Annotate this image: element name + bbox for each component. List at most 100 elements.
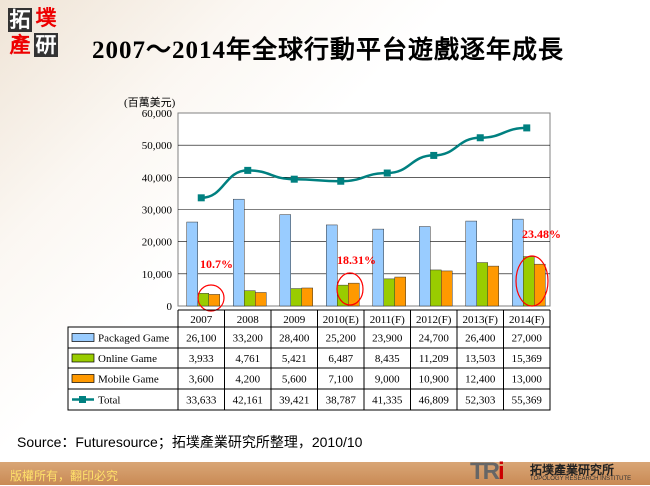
x-category-label: 2014(F) [509,314,545,326]
legend-swatch [71,374,95,383]
total-point [337,177,345,185]
legend-swatch [71,353,95,363]
total-point [290,175,298,183]
bar-online-game [476,262,488,307]
bar-mobile-game [394,276,406,307]
x-category-label: 2008 [237,314,260,326]
x-category-label: 2011(F) [370,314,405,326]
bar-packaged-game [233,198,245,307]
table-cell: 4,761 [235,353,260,365]
x-category-label: 2010(E) [323,314,359,326]
bar-online-game [430,269,442,307]
bar-mobile-game [534,263,546,307]
annotation-circle [336,272,364,306]
bar-online-game [244,290,256,307]
logo-char: 墣 [35,6,57,30]
logo-char: 研 [34,33,58,57]
logo-char: 產 [9,33,31,57]
table-cell: 42,161 [233,395,263,407]
table-cell: 11,209 [419,353,449,365]
y-tick-label: 60,000 [142,108,173,120]
table-cell: 52,303 [465,395,496,407]
copyright-text: 版權所有，翻印必究 [10,469,119,483]
table-cell: 3,933 [189,353,214,365]
legend-label: Mobile Game [98,374,159,386]
table-cell: 13,000 [512,374,543,386]
y-tick-label: 20,000 [142,237,173,249]
bar-packaged-game [186,221,198,307]
x-category-label: 2007 [190,314,213,326]
table-cell: 26,100 [186,333,217,345]
table-cell: 6,487 [328,353,353,365]
total-point [476,134,484,142]
table-cell: 5,421 [282,353,307,365]
table-cell: 7,100 [328,374,353,386]
bar-packaged-game [419,226,431,307]
y-tick-label: 0 [167,301,173,313]
bar-online-game [523,256,535,307]
growth-annotation: 18.31% [337,253,376,267]
total-point [383,169,391,177]
y-tick-label: 10,000 [142,269,173,281]
y-tick-label: 50,000 [142,140,173,152]
bar-packaged-game [279,214,291,307]
source-note: Source：Futuresource；拓墣產業研究所整理，2010/10 [17,434,363,450]
table-cell: 46,809 [419,395,450,407]
table-cell: 25,200 [326,333,357,345]
org-name: 拓墣產業研究所 [530,463,615,477]
table-cell: 28,400 [279,333,310,345]
annotation-circle [515,255,549,307]
bar-online-game [290,288,302,307]
org-logo: TRi [470,458,505,485]
bar-mobile-game [348,282,360,307]
bar-packaged-game [326,224,338,307]
y-tick-label: 40,000 [142,172,173,184]
legend-swatch [71,333,95,342]
legend-label: Packaged Game [98,333,169,345]
table-cell: 24,700 [419,333,450,345]
bar-mobile-game [208,294,220,307]
x-category-label: 2012(F) [416,314,452,326]
table-cell: 15,369 [512,353,543,365]
legend-label: Online Game [98,353,157,365]
bar-mobile-game [255,292,267,307]
bar-packaged-game [372,228,384,307]
table-cell: 10,900 [419,374,450,386]
table-cell: 41,335 [372,395,403,407]
total-point [430,151,438,159]
table-cell: 38,787 [326,395,357,407]
table-cell: 26,400 [465,333,496,345]
x-category-label: 2009 [283,314,306,326]
table-cell: 33,633 [186,395,217,407]
growth-annotation: 10.7% [200,257,233,271]
table-cell: 4,200 [235,374,260,386]
table-cell: 3,600 [189,374,214,386]
table-cell: 12,400 [465,374,496,386]
tri-logo: 拓 墣 產 研 [8,6,60,58]
total-point [244,166,252,174]
footer-bar [0,462,650,485]
x-category-label: 2013(F) [463,314,499,326]
bar-mobile-game [301,287,313,307]
table-cell: 55,369 [512,395,543,407]
bar-packaged-game [465,220,477,307]
bar-mobile-game [487,265,499,307]
table-cell: 8,435 [375,353,400,365]
table-cell: 27,000 [512,333,543,345]
table-cell: 9,000 [375,374,400,386]
table-cell: 5,600 [282,374,307,386]
table-cell: 13,503 [465,353,496,365]
unit-label: (百萬美元) [124,97,176,109]
logo-char: 拓 [8,8,32,32]
legend-label: Total [98,395,120,407]
bar-mobile-game [441,270,453,307]
annotation-circle [197,284,225,312]
total-point [523,124,531,132]
y-tick-label: 30,000 [142,205,173,217]
table-cell: 39,421 [279,395,309,407]
total-point [197,194,205,202]
page-title: 2007～2014年全球行動平台遊戲逐年成長 [92,37,565,64]
org-name-en: TOPOLOGY RESEARCH INSTITUTE [530,476,632,482]
table-cell: 33,200 [233,333,264,345]
